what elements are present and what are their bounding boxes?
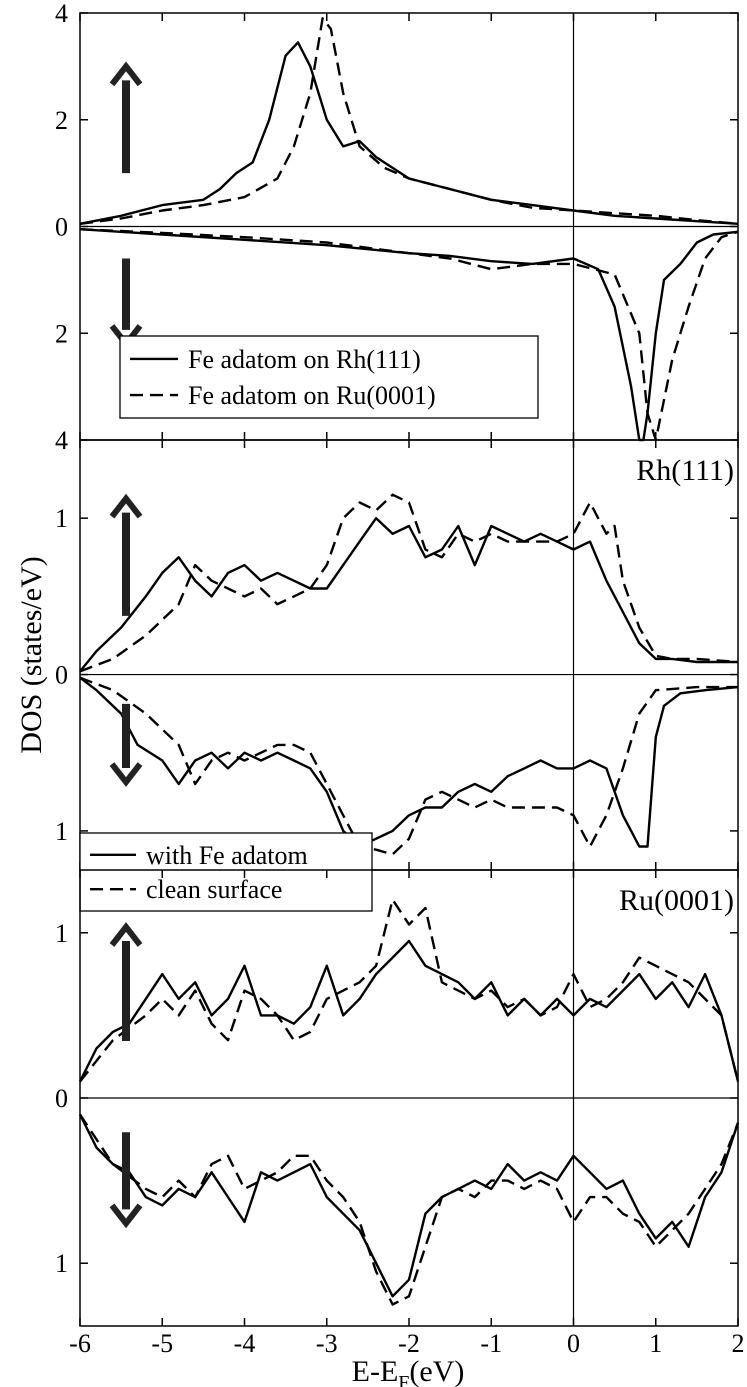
- legend-entry-label: with Fe adatom: [146, 841, 308, 870]
- series-dashed-spin-up: [79, 493, 739, 673]
- panel-3: 1 0 1 Ru(0001): [55, 869, 740, 1327]
- x-tick-label: -2: [398, 1329, 420, 1358]
- y-tick-label: 4: [55, 0, 68, 28]
- legend-entry-label: Fe adatom on Rh(111): [188, 345, 421, 374]
- y-axis-title: DOS (states/eV): [15, 556, 48, 753]
- y-tick-label: 0: [55, 1084, 68, 1113]
- y-tick-label: 1: [55, 1249, 68, 1278]
- x-tick-label: -3: [316, 1329, 338, 1358]
- series-solid-spin-down: [79, 228, 739, 442]
- legend-entry-label: Fe adatom on Ru(0001): [188, 381, 436, 410]
- series-dashed-spin-down: [79, 676, 738, 856]
- y-tick-label: 1: [55, 919, 68, 948]
- spin-down-arrowhead-icon: [109, 762, 143, 787]
- spin-down-arrowhead-icon: [109, 1203, 143, 1229]
- series-solid-spin-up: [79, 41, 739, 225]
- x-tick-label: 1: [649, 1329, 662, 1358]
- spin-up-arrowhead-icon: [109, 493, 143, 519]
- panel-2: 1 0 1 Rh(111) with Fe adatom clean surface: [55, 439, 739, 912]
- spin-up-arrowhead-icon: [109, 61, 143, 87]
- legend-entry-label: clean surface: [146, 875, 282, 904]
- series-dashed-spin-up: [79, 17, 739, 225]
- y-tick-label: 1: [55, 817, 68, 846]
- x-axis-title: E-EF(eV): [352, 1355, 465, 1387]
- y-tick-label: 2: [55, 319, 68, 348]
- x-axis-title-main: E-E: [352, 1355, 399, 1387]
- legend: Fe adatom on Rh(111) Fe adatom on Ru(0001…: [119, 335, 539, 419]
- x-tick-label: -6: [69, 1329, 91, 1358]
- series-solid-spin-up: [78, 939, 740, 1083]
- x-tick-label: -4: [234, 1329, 256, 1358]
- x-tick-label: -5: [151, 1329, 173, 1358]
- y-tick-label: 0: [55, 213, 68, 242]
- plot-panels: 4 2 0 2 4 Fe adatom on Rh(111) Fe adatom on Ru…: [55, 0, 740, 1327]
- x-tick-label: 0: [567, 1329, 580, 1358]
- legend-box: [79, 832, 373, 912]
- x-axis-title-unit: (eV): [409, 1355, 464, 1387]
- series-solid-spin-down: [79, 676, 739, 848]
- y-tick-label: 4: [55, 426, 68, 455]
- series-dashed-spin-down: [78, 1113, 740, 1306]
- y-tick-label: 0: [55, 661, 68, 690]
- series-solid-spin-up: [79, 517, 738, 673]
- x-tick-labels: -6 -5 -4 -3 -2 -1 0 1 2: [69, 1329, 744, 1358]
- x-tick-label: -1: [480, 1329, 502, 1358]
- spin-up-arrowhead-icon: [109, 922, 143, 947]
- panel-1: 4 2 0 2 4 Fe adatom on Rh(111) Fe adatom on Ru…: [55, 0, 739, 455]
- series-dashed-spin-up: [79, 898, 740, 1083]
- legend: with Fe adatom clean surface: [79, 832, 373, 912]
- series-solid-spin-down: [78, 1113, 740, 1298]
- panel-label: Rh(111): [636, 454, 734, 487]
- x-tick-label: 2: [732, 1329, 745, 1358]
- y-tick-label: 2: [55, 106, 68, 135]
- y-tick-label: 1: [55, 504, 68, 533]
- legend-box: [119, 335, 539, 419]
- panel-label: Ru(0001): [619, 884, 734, 917]
- x-axis-title-sub: F: [398, 1372, 409, 1387]
